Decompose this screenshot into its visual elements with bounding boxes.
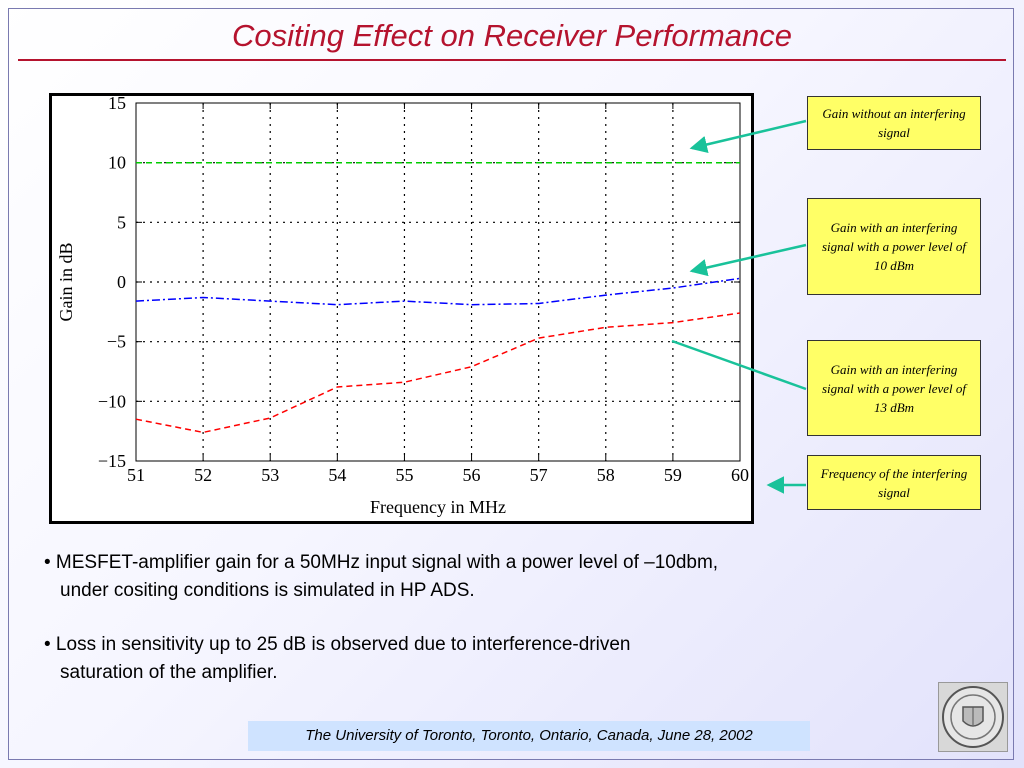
callout-text: Gain with an interfering signal with a p… <box>821 220 967 273</box>
gain-chart: 51 52 53 54 55 56 57 58 59 60 15 10 5 0 −5 −10 −15 Freque… <box>56 96 749 517</box>
y-tick-label: 5 <box>117 212 126 232</box>
bullet-sensitivity: • Loss in sensitivity up to 25 dB is obs… <box>44 631 924 687</box>
series-line-3 <box>135 312 741 434</box>
university-seal-logo <box>938 682 1008 752</box>
chart-frame: 51 52 53 54 55 56 57 58 59 60 15 10 5 0 −5 −10 −15 Freque… <box>49 93 754 524</box>
callout-interfering-frequency: Frequency of the interfering signal <box>807 455 981 510</box>
callout-10dbm: Gain with an interfering signal with a p… <box>807 198 981 295</box>
y-tick-label: 10 <box>108 153 126 173</box>
bullet-line: saturation of the amplifier. <box>60 662 278 683</box>
callout-text: Gain without an interfering signal <box>822 106 966 140</box>
callout-no-interference: Gain without an interfering signal <box>807 96 981 150</box>
label-layer: 51 52 53 54 55 56 57 58 59 60 15 10 5 0 −5 −10 −15 Freque… <box>56 96 749 517</box>
y-tick-label: −15 <box>98 451 126 471</box>
x-tick-label: 59 <box>664 465 682 485</box>
x-tick-label: 55 <box>395 465 413 485</box>
x-tick-label: 51 <box>127 465 145 485</box>
x-tick-label: 58 <box>597 465 615 485</box>
bullet-line: under cositing conditions is simulated i… <box>60 580 475 601</box>
bullet-line: • Loss in sensitivity up to 25 dB is obs… <box>44 634 631 655</box>
tick-layer <box>135 102 741 462</box>
x-tick-label: 57 <box>530 465 548 485</box>
bullet-line: • MESFET-amplifier gain for a 50MHz inpu… <box>44 552 719 573</box>
x-tick-label: 60 <box>731 465 749 485</box>
bullet-simulation: • MESFET-amplifier gain for a 50MHz inpu… <box>44 549 924 605</box>
series-line-2 <box>135 277 741 306</box>
x-tick-label: 52 <box>194 465 212 485</box>
y-tick-label: −5 <box>107 332 126 352</box>
callout-text: Gain with an interfering signal with a p… <box>821 361 967 415</box>
series-layer <box>135 161 741 434</box>
callout-text: Frequency of the interfering signal <box>820 465 968 500</box>
x-axis-label: Frequency in MHz <box>370 497 506 517</box>
x-tick-label: 56 <box>463 465 481 485</box>
y-axis-label: Gain in dB <box>56 243 76 322</box>
x-tick-label: 53 <box>261 465 279 485</box>
y-tick-label: −10 <box>98 391 126 411</box>
title-rule <box>18 59 1006 61</box>
x-tick-label: 54 <box>328 465 346 485</box>
slide-title: Cositing Effect on Receiver Performance <box>232 18 792 53</box>
y-tick-label: 0 <box>117 272 126 292</box>
slide-border <box>8 8 1014 760</box>
callout-13dbm: Gain with an interfering signal with a p… <box>807 340 981 436</box>
footer-banner: The University of Toronto, Toronto, Onta… <box>248 721 810 751</box>
y-tick-label: 15 <box>108 96 126 113</box>
